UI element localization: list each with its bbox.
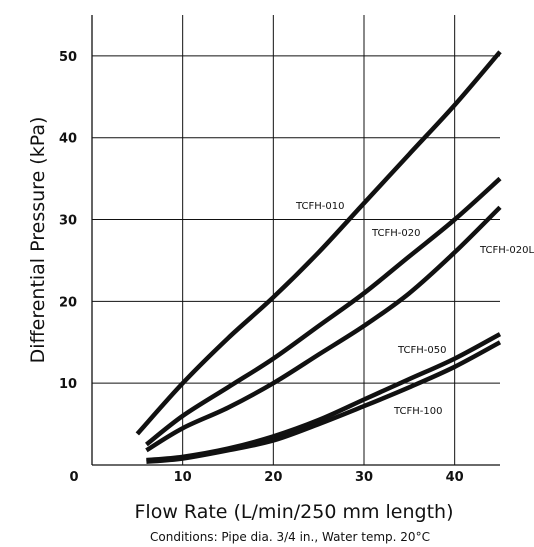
series-label: TCFH-100 bbox=[393, 406, 442, 417]
x-tick-label: 20 bbox=[264, 470, 282, 485]
x-tick-label: 10 bbox=[174, 470, 192, 485]
series-line-tcfh-100 bbox=[146, 340, 502, 464]
series-line-tcfh-010 bbox=[135, 50, 502, 436]
chart-tick-labels: 0 10 20 30 40 10 20 30 40 50 bbox=[59, 50, 464, 485]
y-tick-label: 50 bbox=[59, 50, 77, 65]
series-label: TCFH-010 bbox=[295, 201, 344, 212]
x-tick-label: 30 bbox=[355, 470, 373, 485]
y-tick-label: 20 bbox=[59, 295, 77, 310]
y-axis-title: Differential Pressure (kPa) bbox=[27, 117, 49, 364]
chart-series-labels: TCFH-010 TCFH-020 TCFH-020L TCFH-050 TCFH-10… bbox=[295, 201, 534, 417]
series-label: TCFH-020L bbox=[479, 245, 534, 256]
series-line-tcfh-020 bbox=[145, 176, 502, 447]
series-label: TCFH-020 bbox=[371, 228, 420, 239]
y-tick-label: 10 bbox=[59, 377, 77, 392]
y-tick-label: 30 bbox=[59, 214, 77, 229]
chart-series-lines bbox=[135, 50, 502, 464]
x-tick-label: 0 bbox=[69, 470, 78, 485]
series-line-tcfh-020l bbox=[145, 205, 502, 453]
x-tick-label: 40 bbox=[446, 470, 464, 485]
y-tick-label: 40 bbox=[59, 132, 77, 147]
conditions-note: Conditions: Pipe dia. 3/4 in., Water tem… bbox=[150, 530, 430, 544]
series-label: TCFH-050 bbox=[397, 345, 446, 356]
chart-grid bbox=[91, 15, 500, 466]
x-axis-title: Flow Rate (L/min/250 mm length) bbox=[135, 501, 454, 523]
